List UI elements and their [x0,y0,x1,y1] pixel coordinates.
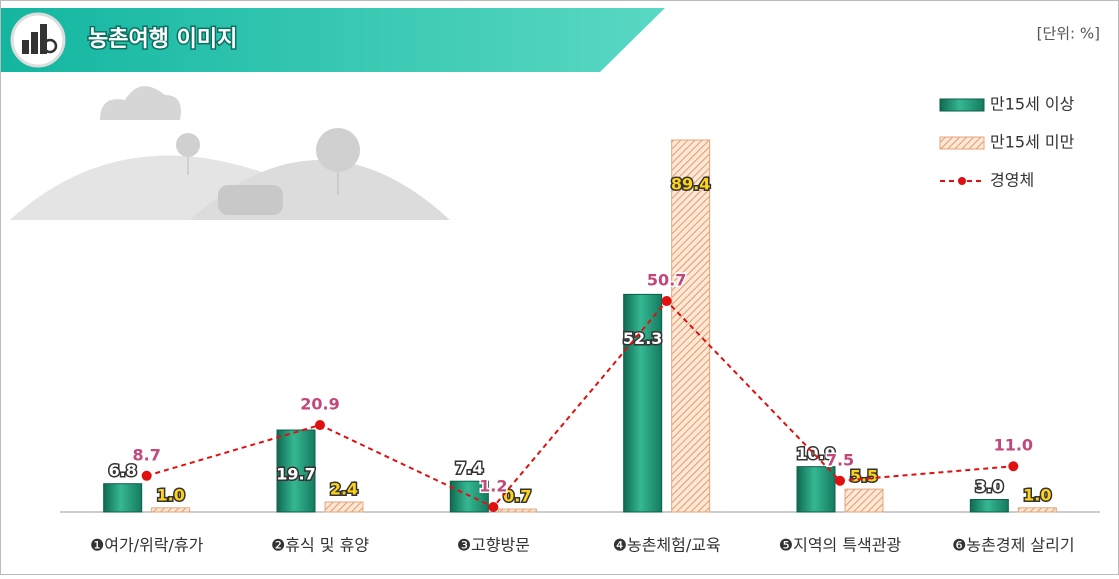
bar [623,293,663,513]
legend-swatch [958,177,966,185]
x-tick-label: ❺지역의 특색관광 [779,536,902,555]
value-label: 5.5 [850,467,878,486]
bar [276,429,316,513]
value-label: 1.0 [156,485,184,504]
line-point [835,475,845,486]
value-label: 0.7 [503,487,531,506]
value-label: 10.9 [796,444,835,463]
value-label: 1.0 [1023,485,1051,504]
illustration [10,86,450,220]
bar [497,508,537,513]
value-label: 19.7 [276,465,315,484]
x-tick-label: ❻농촌경제 살리기 [952,536,1074,555]
x-tick-label: ❶여가/위락/휴가 [90,536,204,555]
header-band [1,8,665,72]
line-point [141,470,152,481]
value-label: 11.0 [994,436,1033,455]
icon-bars [22,24,58,54]
legend-swatch [939,98,985,112]
value-label: 8.7 [132,445,160,464]
line-point [661,296,672,307]
x-tick-label: ❸고향방문 [457,536,530,555]
value-label: 89.4 [671,175,710,194]
x-tick-label: ❹농촌체험/교육 [613,536,721,555]
value-label: 7.5 [826,450,854,469]
legend-label: 경영체 [990,171,1034,190]
value-label: 7.4 [455,459,483,478]
unit-note: [단위: %] [1037,25,1100,43]
bar [969,499,1009,513]
value-label: 1.2 [479,477,507,496]
line [146,299,1014,509]
bar [1017,507,1057,513]
line-point [488,502,499,513]
bar [844,488,884,513]
value-label: 3.0 [975,477,1003,496]
x-tick-label: ❷휴식 및 휴양 [271,536,369,555]
value-label: 2.4 [330,480,358,499]
bar [151,507,191,513]
line-point [1008,461,1019,472]
line-point [315,420,325,431]
value-label: 6.8 [108,461,136,480]
value-label: 50.7 [647,271,686,290]
bar [103,483,143,513]
legend-label: 만15세 이상 [990,95,1075,114]
legend-label: 만15세 미만 [990,133,1075,152]
bar [324,501,364,513]
bar [796,466,836,513]
chart-title: 농촌여행 이미지 [88,27,237,52]
value-label: 52.3 [623,329,662,348]
value-label: 20.9 [300,395,339,414]
legend-swatch [939,136,985,150]
